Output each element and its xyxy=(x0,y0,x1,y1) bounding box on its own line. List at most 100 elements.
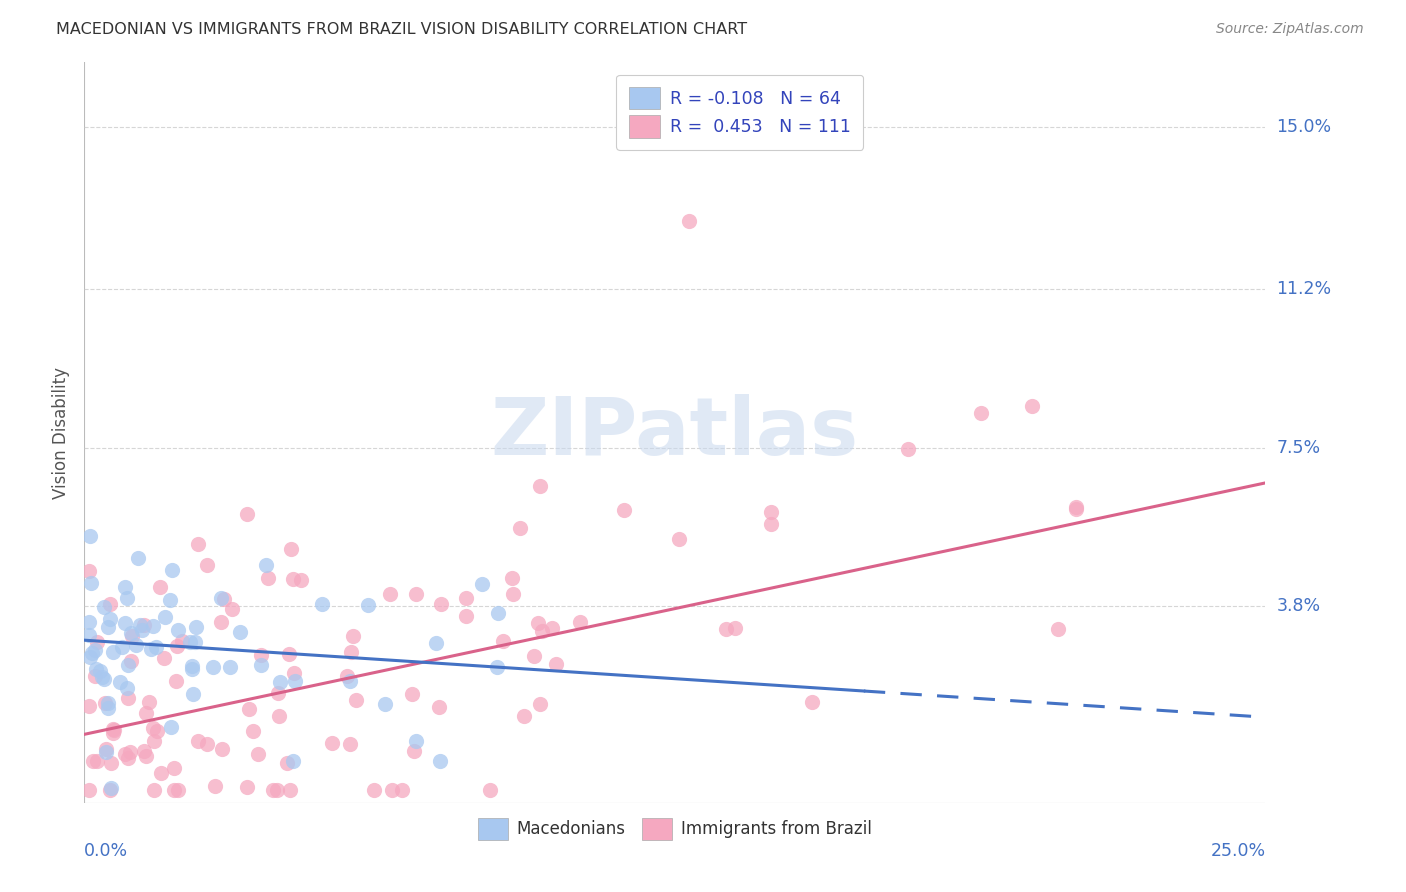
Point xyxy=(111,640,134,654)
Point xyxy=(391,783,413,797)
Point xyxy=(266,783,288,797)
Point xyxy=(146,723,169,738)
Text: 15.0%: 15.0% xyxy=(1277,118,1331,136)
Text: Source: ZipAtlas.com: Source: ZipAtlas.com xyxy=(1216,22,1364,37)
Point xyxy=(281,572,304,586)
Point xyxy=(91,670,114,684)
Point xyxy=(114,747,136,762)
Point xyxy=(160,564,183,578)
Point xyxy=(269,674,291,689)
Point xyxy=(77,783,100,797)
Point xyxy=(456,609,478,624)
Point xyxy=(668,532,690,546)
Point xyxy=(212,592,235,607)
Point xyxy=(281,754,304,768)
Point xyxy=(613,503,636,517)
Point xyxy=(82,754,104,768)
Point xyxy=(276,756,298,771)
Text: 3.8%: 3.8% xyxy=(1277,597,1320,615)
Point xyxy=(143,783,166,797)
Point xyxy=(108,674,131,689)
Point xyxy=(77,615,100,629)
Point xyxy=(79,650,101,665)
Y-axis label: Vision Disability: Vision Disability xyxy=(52,367,70,499)
Point xyxy=(201,660,224,674)
Point xyxy=(509,521,531,535)
Point xyxy=(479,783,502,797)
Point xyxy=(145,640,167,654)
Point xyxy=(143,733,166,747)
Point xyxy=(150,766,173,780)
Point xyxy=(80,576,103,591)
Point xyxy=(132,743,155,757)
Point xyxy=(1066,501,1088,516)
Point xyxy=(236,780,259,795)
Point xyxy=(492,634,515,648)
Point xyxy=(181,659,204,673)
Point xyxy=(254,558,277,572)
Point xyxy=(678,214,700,228)
Point xyxy=(209,615,232,630)
Point xyxy=(502,587,524,601)
Point xyxy=(97,696,120,710)
Point xyxy=(242,724,264,739)
Point xyxy=(93,600,115,615)
Point xyxy=(187,734,209,748)
Point xyxy=(96,745,118,759)
Point xyxy=(93,672,115,686)
Point xyxy=(166,639,188,653)
Point xyxy=(128,617,150,632)
Point xyxy=(485,660,508,674)
Point xyxy=(357,598,380,612)
Text: 25.0%: 25.0% xyxy=(1211,842,1265,860)
Point xyxy=(1047,623,1070,637)
Point xyxy=(513,708,536,723)
Point xyxy=(135,749,157,764)
Point xyxy=(167,783,190,797)
Point xyxy=(970,406,993,420)
Point xyxy=(401,687,423,701)
Point xyxy=(339,737,361,751)
Point xyxy=(363,783,385,797)
Point xyxy=(290,574,312,588)
Point xyxy=(103,726,125,740)
Point xyxy=(277,647,299,661)
Point xyxy=(267,709,290,723)
Point xyxy=(115,591,138,605)
Point xyxy=(238,702,260,716)
Point xyxy=(97,620,120,634)
Point xyxy=(471,577,494,591)
Point xyxy=(101,645,124,659)
Point xyxy=(117,691,139,706)
Point xyxy=(283,665,305,680)
Point xyxy=(101,722,124,736)
Point xyxy=(529,697,551,711)
Point xyxy=(529,479,551,493)
Point xyxy=(160,720,183,734)
Point xyxy=(897,442,920,456)
Point xyxy=(94,742,117,756)
Point xyxy=(86,662,108,676)
Point xyxy=(77,699,100,714)
Point xyxy=(142,619,165,633)
Point xyxy=(486,606,509,620)
Point xyxy=(187,537,209,551)
Point xyxy=(527,615,550,630)
Point xyxy=(98,783,121,797)
Text: MACEDONIAN VS IMMIGRANTS FROM BRAZIL VISION DISABILITY CORRELATION CHART: MACEDONIAN VS IMMIGRANTS FROM BRAZIL VIS… xyxy=(56,22,748,37)
Point xyxy=(425,636,447,650)
Point xyxy=(120,654,142,668)
Text: 7.5%: 7.5% xyxy=(1277,439,1320,457)
Point xyxy=(344,693,367,707)
Point xyxy=(77,628,100,642)
Legend: Macedonians, Immigrants from Brazil: Macedonians, Immigrants from Brazil xyxy=(471,812,879,847)
Point xyxy=(1021,399,1043,413)
Point xyxy=(280,542,302,557)
Point xyxy=(229,625,252,640)
Text: 0.0%: 0.0% xyxy=(84,842,128,860)
Point xyxy=(163,761,186,775)
Point xyxy=(197,737,219,751)
Point xyxy=(184,620,207,634)
Point xyxy=(86,634,108,648)
Point xyxy=(284,673,307,688)
